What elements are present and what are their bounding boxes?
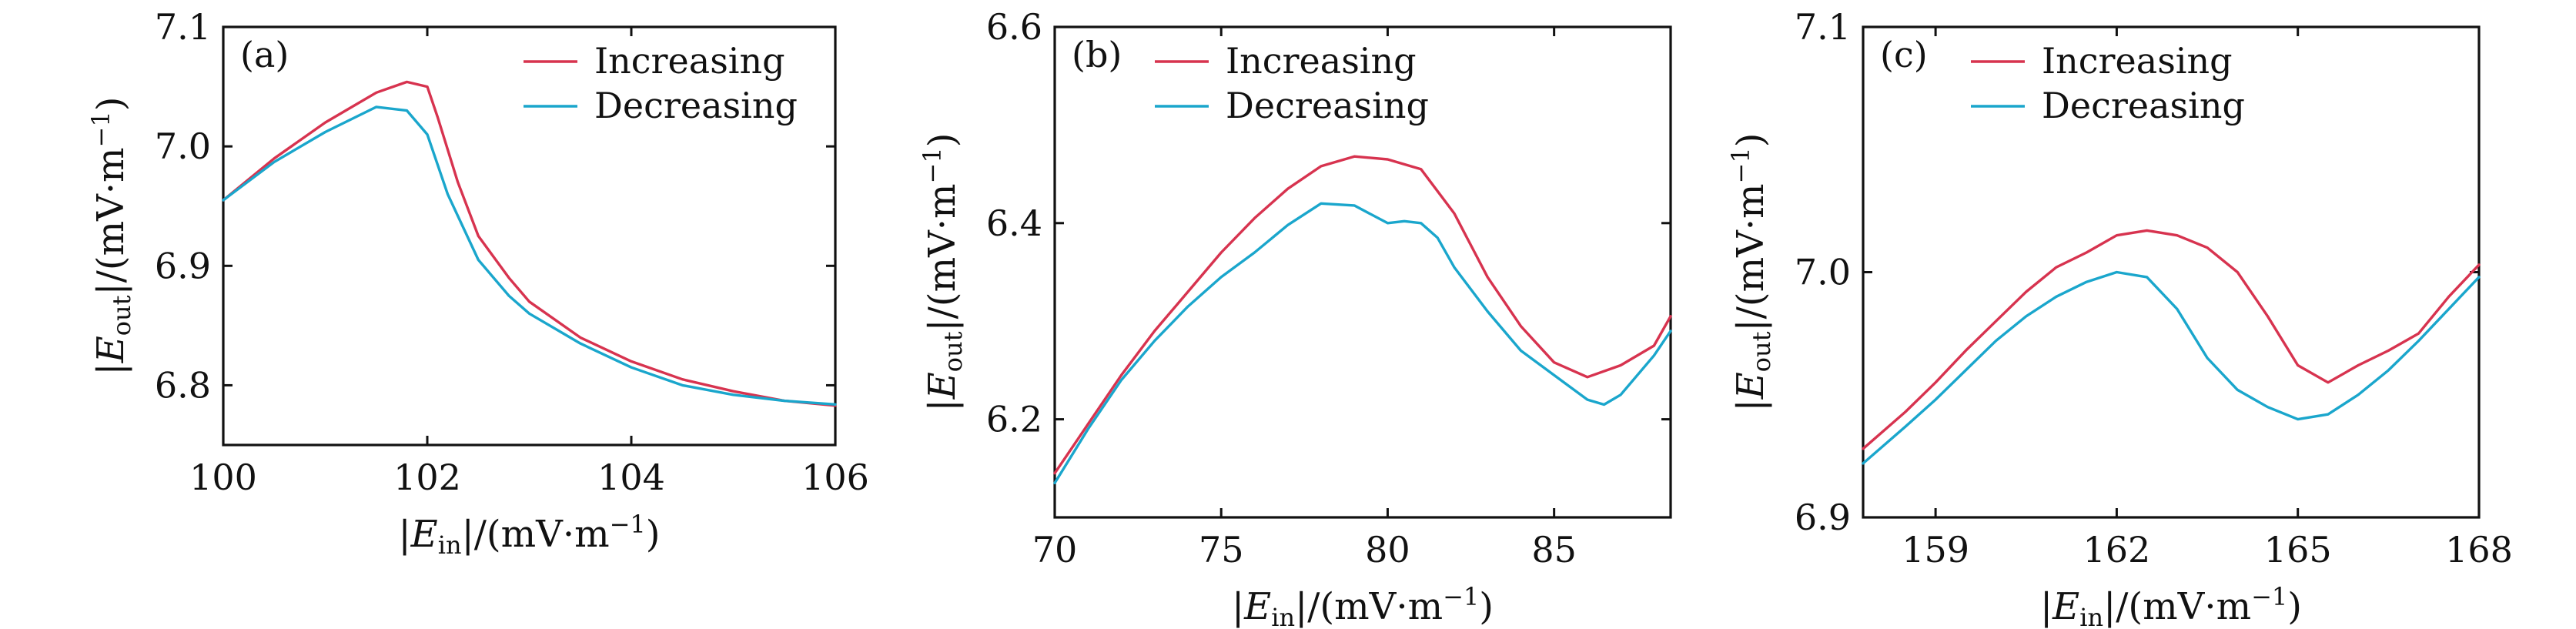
x-tick-label: 85 bbox=[1531, 529, 1577, 570]
y-tick-label: 6.9 bbox=[1795, 497, 1851, 538]
x-tick-label: 80 bbox=[1365, 529, 1410, 570]
y-tick-label: 7.0 bbox=[1795, 252, 1851, 293]
x-axis-label: |Ein|/(mV·m−1) bbox=[2040, 582, 2302, 629]
x-tick-label: 162 bbox=[2083, 529, 2151, 570]
x-axis-label: |Ein|/(mV·m−1) bbox=[399, 510, 661, 560]
legend-label: Decreasing bbox=[2042, 85, 2245, 126]
y-tick-label: 6.9 bbox=[155, 245, 211, 286]
y-tick-label: 7.0 bbox=[155, 125, 211, 167]
panel-label: (c) bbox=[1880, 34, 1928, 75]
series-line-increasing bbox=[222, 80, 837, 407]
y-tick-label: 6.6 bbox=[986, 6, 1042, 48]
x-tick-label: 168 bbox=[2445, 529, 2513, 570]
legend-label: Increasing bbox=[1226, 40, 1417, 82]
legend-label: Increasing bbox=[2042, 40, 2233, 82]
y-tick-label: 6.2 bbox=[986, 399, 1042, 440]
y-tick-label: 6.4 bbox=[986, 202, 1042, 244]
series-line-decreasing bbox=[1862, 270, 2481, 465]
y-axis-label: |Eout|/(mV·m−1) bbox=[86, 97, 136, 376]
y-axis-label: |Eout|/(mV·m−1) bbox=[1726, 133, 1776, 412]
x-tick-label: 75 bbox=[1199, 529, 1244, 570]
y-tick-label: 6.8 bbox=[155, 364, 211, 406]
x-tick-label: 100 bbox=[189, 457, 257, 498]
legend-label: Decreasing bbox=[1226, 85, 1429, 126]
legend-label: Increasing bbox=[594, 40, 785, 82]
x-tick-label: 104 bbox=[597, 457, 665, 498]
panel-label: (b) bbox=[1072, 34, 1122, 75]
x-tick-label: 106 bbox=[801, 457, 869, 498]
series-line-decreasing bbox=[222, 105, 837, 406]
y-axis-label: |Eout|/(mV·m−1) bbox=[918, 133, 968, 412]
y-tick-label: 7.1 bbox=[1795, 6, 1851, 48]
chart-panel-3: 159 162 165 168 6.9 7.0 7.1 |Ein|/(mV·m−1) |Eout… bbox=[1726, 6, 2513, 629]
series-line-increasing bbox=[1862, 229, 2481, 450]
y-tick-label: 7.1 bbox=[155, 6, 211, 48]
x-axis-label: |Ein|/(mV·m−1) bbox=[1232, 582, 1494, 629]
x-tick-label: 102 bbox=[393, 457, 461, 498]
x-tick-label: 70 bbox=[1032, 529, 1078, 570]
x-tick-label: 165 bbox=[2264, 529, 2332, 570]
plot-frame bbox=[1053, 25, 1672, 519]
panel-label: (a) bbox=[240, 34, 289, 75]
chart-panel-2: 70 75 80 85 6.2 6.4 6.6 |Ein|/(mV·m−1) |Eout|/(m… bbox=[918, 6, 1672, 629]
series-line-decreasing bbox=[1053, 202, 1672, 485]
legend-label: Decreasing bbox=[594, 85, 798, 126]
plot-frame bbox=[222, 25, 837, 447]
chart-panel-1: 100 102 104 106 6.8 6.9 7.0 7.1 |Ein|/(mV·m−1) |E… bbox=[86, 6, 869, 560]
x-tick-label: 159 bbox=[1902, 529, 1969, 570]
series-line-increasing bbox=[1053, 155, 1672, 475]
